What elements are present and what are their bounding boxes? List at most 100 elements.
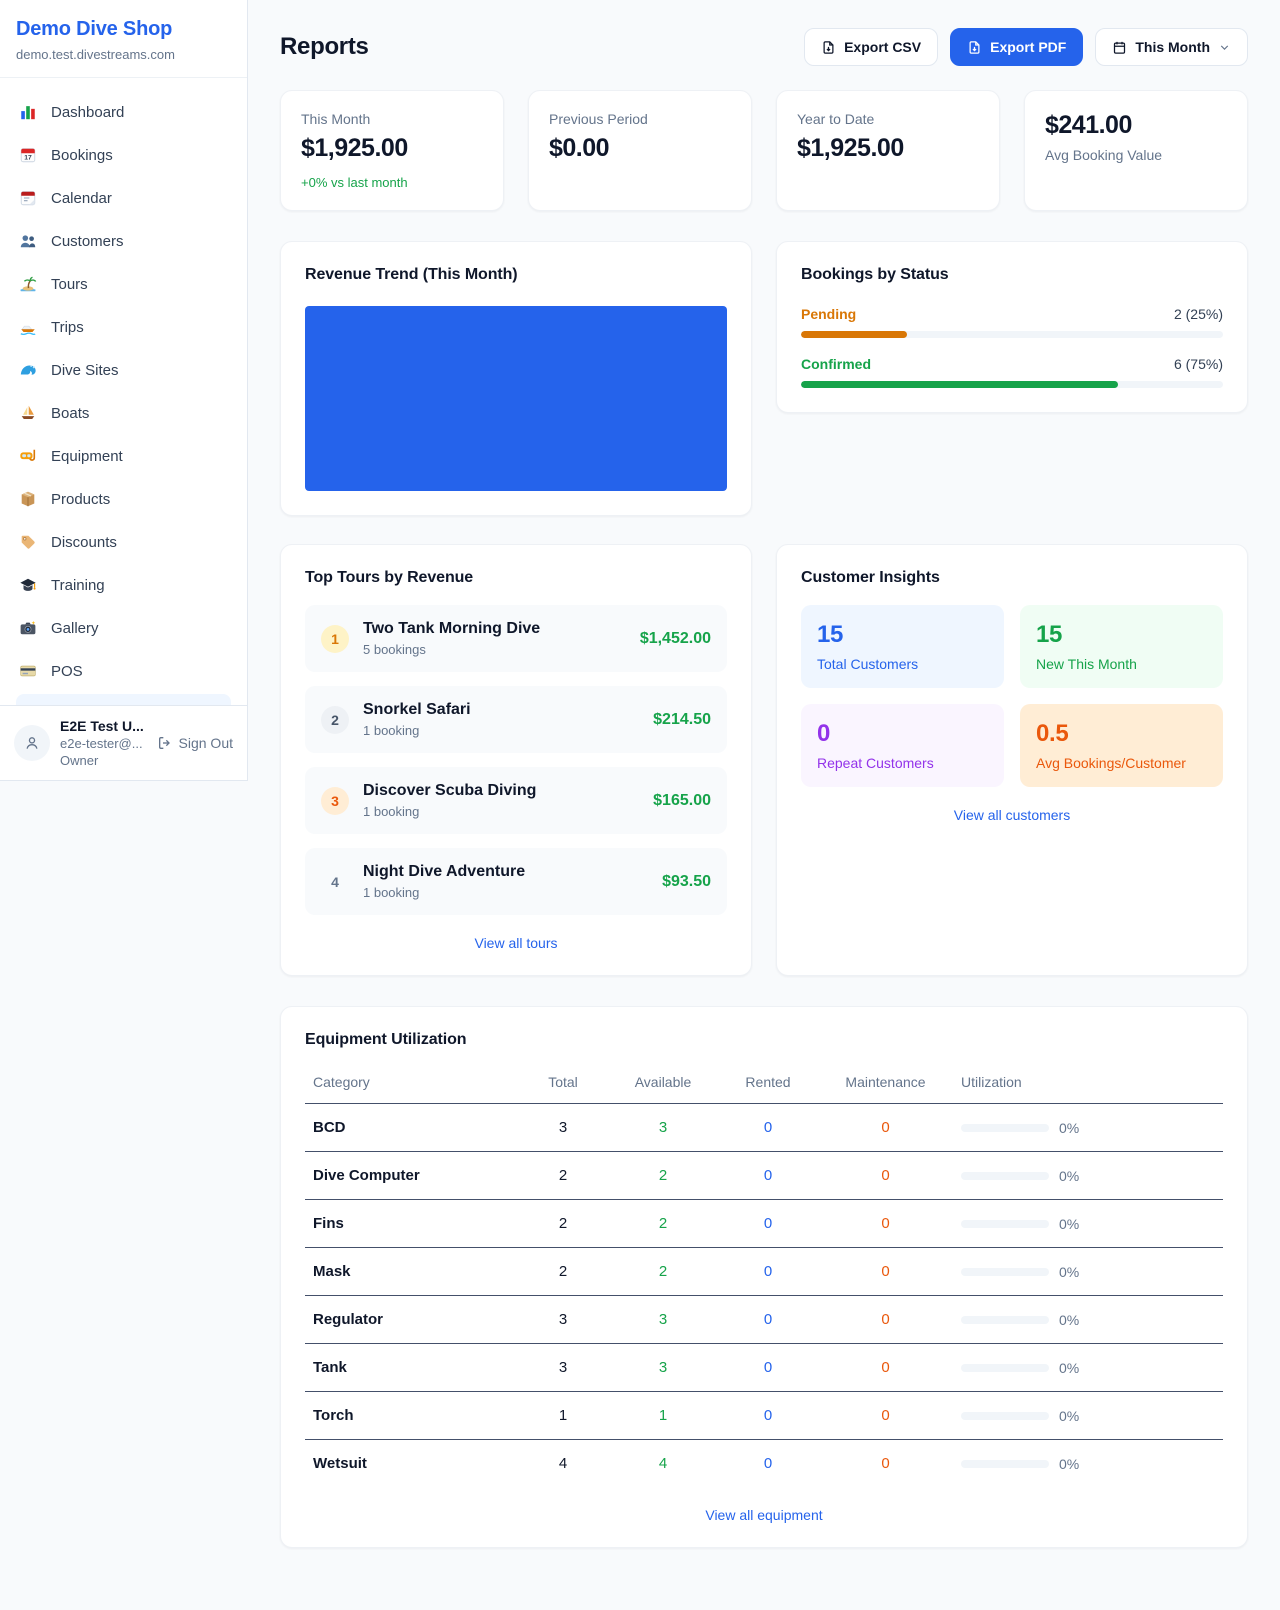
user-name: E2E Test U...	[60, 718, 144, 734]
sidebar-user-footer: E2E Test U... e2e-tester@... Owner Sign …	[0, 705, 247, 780]
tour-bookings: 1 booking	[363, 723, 420, 738]
sidebar-item-label: Dashboard	[51, 103, 125, 121]
sidebar-item-equipment[interactable]: Equipment	[8, 436, 239, 476]
package-icon	[18, 489, 38, 509]
period-dropdown[interactable]: This Month	[1095, 28, 1248, 66]
view-all-equipment-link[interactable]: View all equipment	[705, 1507, 823, 1523]
cell-rented: 0	[718, 1247, 818, 1296]
sidebar-item-label: Gallery	[51, 619, 99, 637]
cell-maintenance: 0	[818, 1247, 953, 1296]
header-actions: Export CSV Export PDF This Month	[804, 28, 1248, 66]
insight-label: New This Month	[1036, 656, 1137, 672]
utilization-percent: 0%	[1059, 1407, 1080, 1424]
sidebar-item-calendar[interactable]: Calendar	[8, 178, 239, 218]
sidebar-item-trips[interactable]: Trips	[8, 307, 239, 347]
insight-value: 0	[817, 720, 831, 747]
export-csv-button[interactable]: Export CSV	[804, 28, 939, 66]
user-meta: E2E Test U... e2e-tester@... Owner	[60, 718, 147, 768]
cell-category: Wetsuit	[313, 1455, 367, 1472]
person-icon	[26, 737, 38, 749]
user-role: Owner	[60, 753, 99, 768]
sidebar-item-bookings[interactable]: 17 Bookings	[8, 135, 239, 175]
cell-category: Torch	[305, 1391, 518, 1440]
table-row: Regulator 3 3 0 0 0%	[305, 1295, 1223, 1344]
column-header-utilization: Utilization	[953, 1061, 1223, 1104]
cell-category: Fins	[305, 1199, 518, 1248]
view-all-tours-link[interactable]: View all tours	[474, 935, 558, 951]
export-csv-label: Export CSV	[844, 39, 922, 55]
table-row: Mask 2 2 0 0 0%	[305, 1247, 1223, 1296]
sign-out-label: Sign Out	[178, 735, 233, 751]
cell-available: 3	[608, 1343, 718, 1392]
insight-value: 0.5	[1036, 720, 1069, 747]
cell-total: 4	[558, 1455, 568, 1472]
avatar	[14, 725, 50, 761]
cell-rented: 0	[718, 1343, 818, 1392]
utilization-bar	[961, 1411, 1049, 1420]
file-download-icon	[823, 40, 834, 54]
utilization-percent: 0%	[1059, 1311, 1080, 1328]
view-all-customers-link[interactable]: View all customers	[953, 807, 1071, 823]
status-bar-fill	[801, 381, 1118, 388]
tour-name: Two Tank Morning Dive	[363, 620, 541, 637]
cell-total: 2	[518, 1199, 608, 1248]
sidebar-item-label: Trips	[51, 318, 84, 336]
sidebar-item-customers[interactable]: Customers	[8, 221, 239, 261]
sidebar-item-gallery[interactable]: Gallery	[8, 608, 239, 648]
utilization-bar	[961, 1363, 1049, 1372]
stat-value: $241.00	[1045, 111, 1132, 139]
stat-delta: +0% vs last month	[301, 175, 408, 190]
sidebar-item-pos[interactable]: POS	[8, 651, 239, 691]
sidebar-item-label: Boats	[51, 404, 90, 422]
tag-icon	[18, 532, 38, 552]
sidebar-item-training[interactable]: Training	[8, 565, 239, 605]
status-label: Confirmed	[801, 356, 871, 372]
sidebar-item-boats[interactable]: Boats	[8, 393, 239, 433]
user-email: e2e-tester@...	[60, 736, 143, 751]
speedboat-icon	[18, 317, 38, 337]
sign-out-button[interactable]: Sign Out	[157, 735, 233, 751]
status-bar-fill	[801, 331, 907, 338]
main-content: Reports Export CSV Export PDF This Month	[248, 0, 1280, 1588]
cell-rented: 0	[718, 1199, 818, 1248]
rank-badge: 3	[321, 786, 349, 815]
stat-label: Avg Booking Value	[1045, 147, 1163, 163]
export-pdf-button[interactable]: Export PDF	[950, 28, 1084, 66]
cell-category: Tank	[305, 1343, 518, 1392]
utilization-percent: 0%	[1059, 1119, 1080, 1136]
cell-maintenance: 0	[818, 1151, 953, 1200]
stat-label: Year to Date	[797, 111, 875, 127]
shop-domain: demo.test.divestreams.com	[16, 47, 175, 62]
sidebar-item-label: Tours	[51, 275, 88, 293]
insight-label: Avg Bookings/Customer	[1036, 755, 1186, 771]
cell-available: 2	[608, 1151, 718, 1200]
sidebar-item-products[interactable]: Products	[8, 479, 239, 519]
utilization-bar	[961, 1459, 1049, 1468]
cell-maintenance: 0	[818, 1295, 953, 1344]
revenue-trend-card: Revenue Trend (This Month)	[280, 241, 752, 516]
column-header-total: Total	[518, 1061, 608, 1104]
sidebar-item-active-partial[interactable]	[16, 694, 231, 705]
cell-rented: 0	[763, 1455, 773, 1472]
sidebar-item-label: Training	[51, 576, 105, 594]
sidebar-item-dive-sites[interactable]: Dive Sites	[8, 350, 239, 390]
tear-off-calendar-icon	[18, 188, 38, 208]
sidebar-header: Demo Dive Shop demo.test.divestreams.com	[0, 0, 247, 78]
status-row-confirmed: Confirmed 6 (75%)	[801, 356, 1223, 388]
sidebar-item-tours[interactable]: Tours	[8, 264, 239, 304]
customer-insights-title: Customer Insights	[801, 569, 940, 586]
column-header-available: Available	[608, 1061, 718, 1104]
table-row: BCD 3 3 0 0 0%	[305, 1103, 1223, 1152]
sidebar-item-dashboard[interactable]: Dashboard	[8, 92, 239, 132]
status-bar-track	[801, 331, 1223, 338]
insight-label: Total Customers	[817, 656, 919, 672]
utilization-percent: 0%	[1059, 1455, 1080, 1472]
sidebar-item-discounts[interactable]: Discounts	[8, 522, 239, 562]
bar-chart-icon	[18, 102, 38, 122]
sidebar-item-label: Equipment	[51, 447, 123, 465]
utilization-bar	[961, 1123, 1049, 1132]
tour-revenue: $214.50	[653, 710, 711, 728]
sidebar-item-label: Calendar	[51, 189, 112, 207]
sign-out-icon	[158, 737, 170, 749]
cell-available: 4	[658, 1455, 668, 1472]
